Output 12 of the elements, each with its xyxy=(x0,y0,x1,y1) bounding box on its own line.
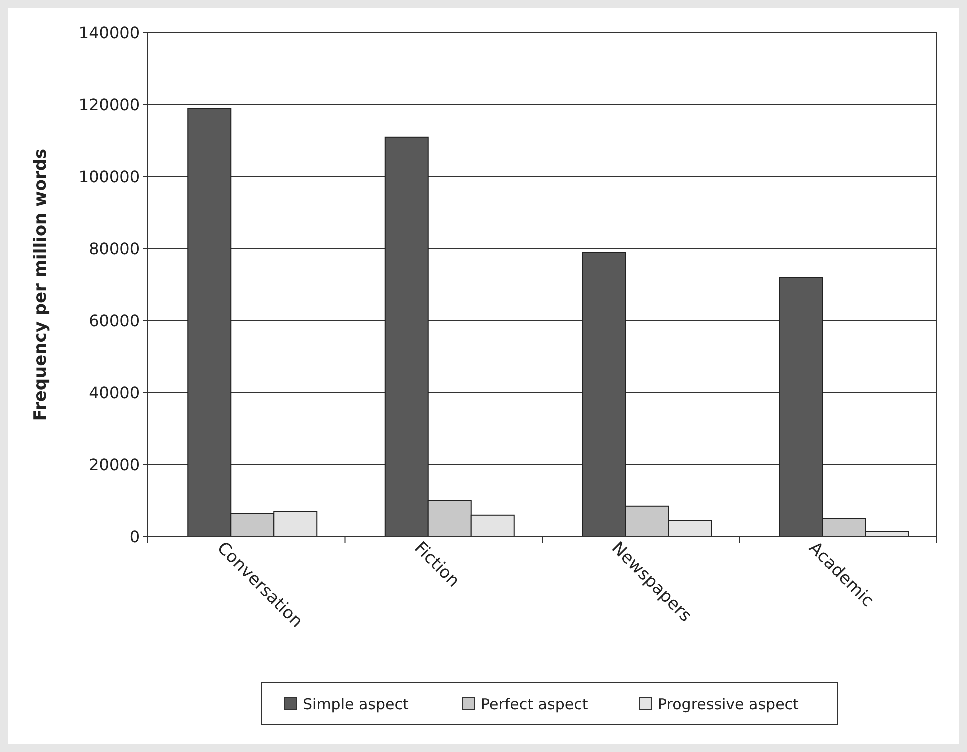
y-tick-label: 40000 xyxy=(89,384,140,403)
y-tick-label: 0 xyxy=(130,528,140,547)
y-tick-label: 20000 xyxy=(89,456,140,475)
y-tick-label: 120000 xyxy=(78,96,140,115)
y-tick-label: 140000 xyxy=(78,24,140,43)
y-axis-title: Frequency per million words xyxy=(31,148,51,422)
y-tick-label: 100000 xyxy=(78,168,140,187)
legend-label: Simple aspect xyxy=(303,695,409,714)
y-tick-label: 60000 xyxy=(89,312,140,331)
legend-label: Progressive aspect xyxy=(658,695,800,714)
y-tick-label: 80000 xyxy=(89,240,140,259)
legend-label: Perfect aspect xyxy=(481,695,588,714)
